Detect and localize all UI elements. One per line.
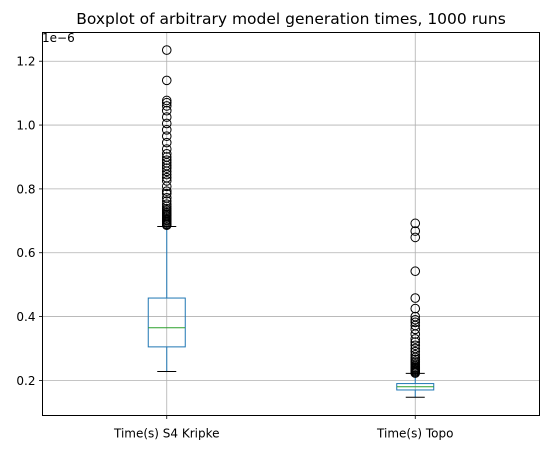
outlier-point xyxy=(410,324,421,335)
box-series xyxy=(147,45,435,398)
outlier-point xyxy=(410,334,421,344)
y-tick-label: 0.4 xyxy=(16,310,35,324)
outlier-point xyxy=(161,45,172,55)
outlier-point xyxy=(161,101,172,111)
outlier-point xyxy=(161,186,172,196)
box xyxy=(147,297,186,348)
outlier-point xyxy=(410,218,421,229)
outlier-point xyxy=(161,95,172,106)
outlier-point xyxy=(410,340,421,351)
outlier-point xyxy=(410,346,421,357)
outlier-point xyxy=(161,193,172,203)
outlier-point xyxy=(161,75,172,86)
outlier-point xyxy=(410,317,421,328)
outlier-point xyxy=(161,125,172,135)
outlier-point xyxy=(161,137,172,148)
chart-title: Boxplot of arbitrary model generation ti… xyxy=(76,10,506,28)
outlier-point xyxy=(161,131,172,142)
y-tick-label: 0.6 xyxy=(16,246,35,260)
plot-frame xyxy=(42,32,540,416)
outlier-point xyxy=(161,97,172,108)
y-axis: 0.2 0.4 0.6 0.8 1.0 1.2 xyxy=(16,55,43,388)
outlier-point xyxy=(161,112,172,122)
x-tick-label: Time(s) Topo xyxy=(376,427,453,441)
y-tick-label: 0.8 xyxy=(16,182,35,196)
outlier-point xyxy=(410,314,421,325)
outlier-point xyxy=(410,311,421,322)
outlier-point xyxy=(410,337,421,347)
outlier-point xyxy=(161,203,172,214)
outlier-point xyxy=(410,343,421,354)
grid-lines xyxy=(42,32,540,416)
outlier-point xyxy=(161,105,172,116)
outlier-point xyxy=(410,232,421,243)
x-axis: Time(s) S4 Kripke Time(s) Topo xyxy=(113,415,453,441)
outlier-point xyxy=(161,199,172,210)
y-axis-scale-label: 1e−6 xyxy=(42,31,75,45)
outlier-point xyxy=(161,152,172,162)
outlier-point xyxy=(161,148,172,159)
outlier-point xyxy=(161,176,172,186)
y-tick-label: 0.2 xyxy=(16,374,35,388)
outlier-point xyxy=(161,188,172,199)
box-group xyxy=(396,218,435,398)
outlier-point xyxy=(161,155,172,165)
outlier-point xyxy=(161,163,172,173)
outlier-point xyxy=(161,196,172,206)
y-tick-label: 1.0 xyxy=(16,119,35,133)
outlier-point xyxy=(410,266,421,277)
outlier-point xyxy=(161,144,172,154)
box-group xyxy=(147,45,186,372)
outlier-point xyxy=(161,118,172,129)
outlier-point xyxy=(410,350,421,360)
x-tick-label: Time(s) S4 Kripke xyxy=(113,427,220,441)
outlier-point xyxy=(161,172,172,183)
outlier-point xyxy=(410,293,421,303)
y-tick-label: 1.2 xyxy=(16,55,35,69)
outlier-point xyxy=(410,303,421,314)
outlier-point xyxy=(410,226,421,236)
